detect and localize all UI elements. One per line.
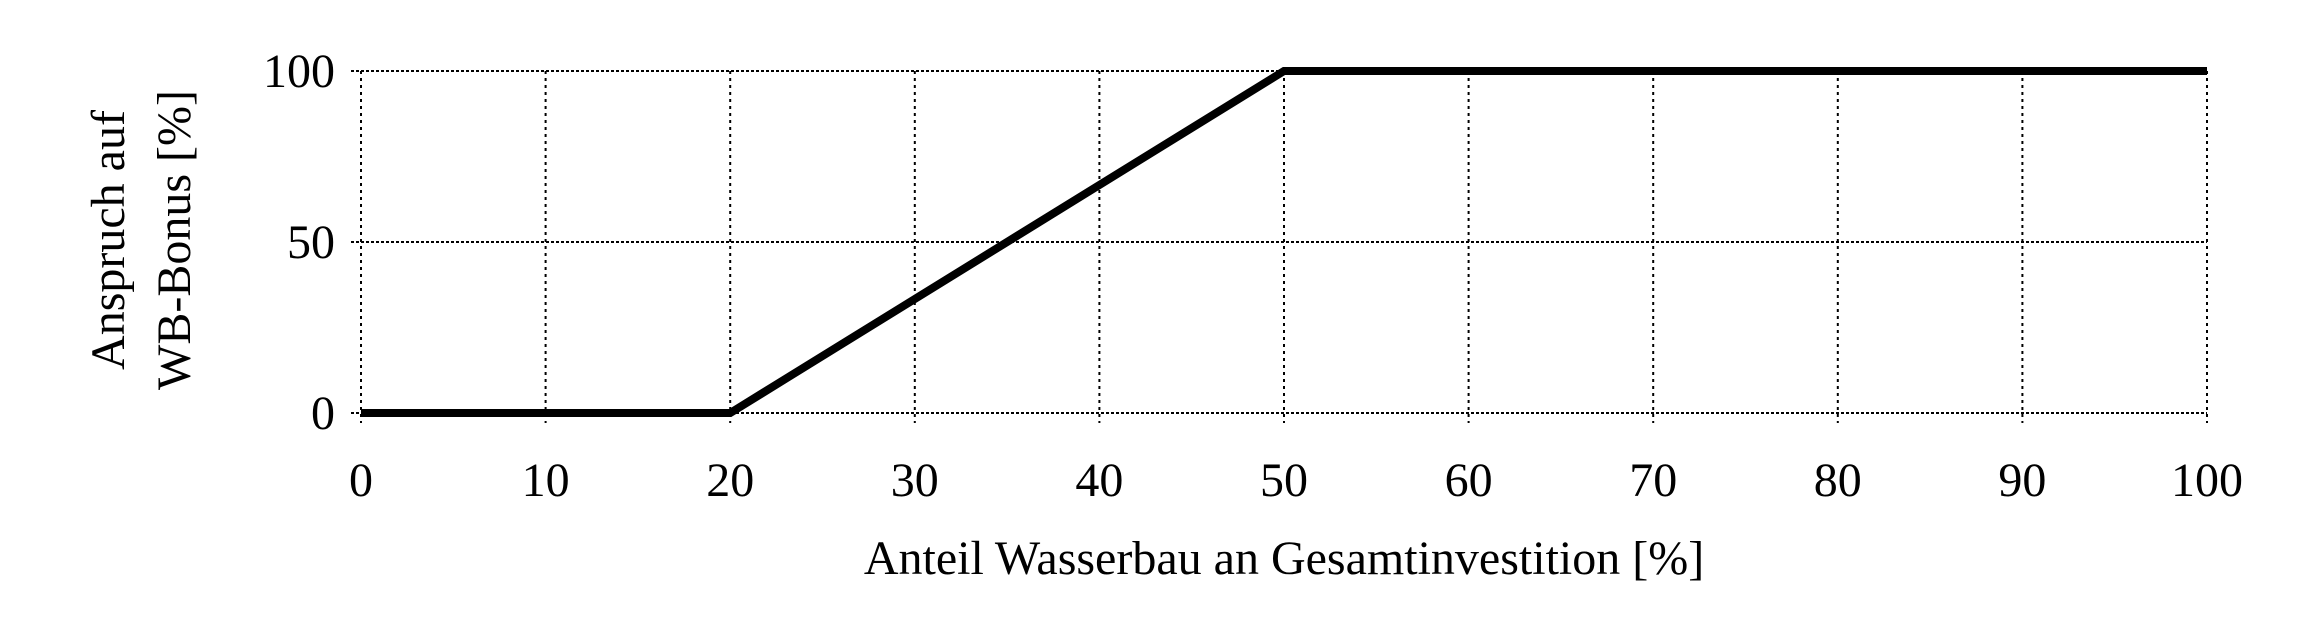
x-tick-label: 50 xyxy=(1260,454,1308,507)
series-line xyxy=(361,67,2207,417)
x-tick-label: 20 xyxy=(706,454,754,507)
y-axis-title-line-1: Anspruch auf xyxy=(82,110,135,370)
x-tick-label: 70 xyxy=(1629,454,1677,507)
y-tick-label: 50 xyxy=(287,216,335,269)
tick-labels: 0 10 20 30 40 50 60 70 80 90 100 0 50 100 xyxy=(263,45,2243,507)
series xyxy=(361,67,2207,417)
x-tick-label: 100 xyxy=(2171,454,2243,507)
x-tick-label: 60 xyxy=(1445,454,1493,507)
x-axis-title: Anteil Wasserbau an Gesamtinvestition [%… xyxy=(864,532,1704,585)
y-tick-label: 100 xyxy=(263,45,335,98)
x-tick-label: 30 xyxy=(891,454,939,507)
grid xyxy=(351,70,2208,423)
y-axis-title-line-2: WB-Bonus [%] xyxy=(148,90,201,390)
x-tick-label: 10 xyxy=(522,454,570,507)
x-tick-label: 0 xyxy=(349,454,373,507)
x-tick-label: 40 xyxy=(1075,454,1123,507)
x-tick-label: 90 xyxy=(1998,454,2046,507)
x-tick-label: 80 xyxy=(1814,454,1862,507)
y-tick-label: 0 xyxy=(311,387,335,440)
